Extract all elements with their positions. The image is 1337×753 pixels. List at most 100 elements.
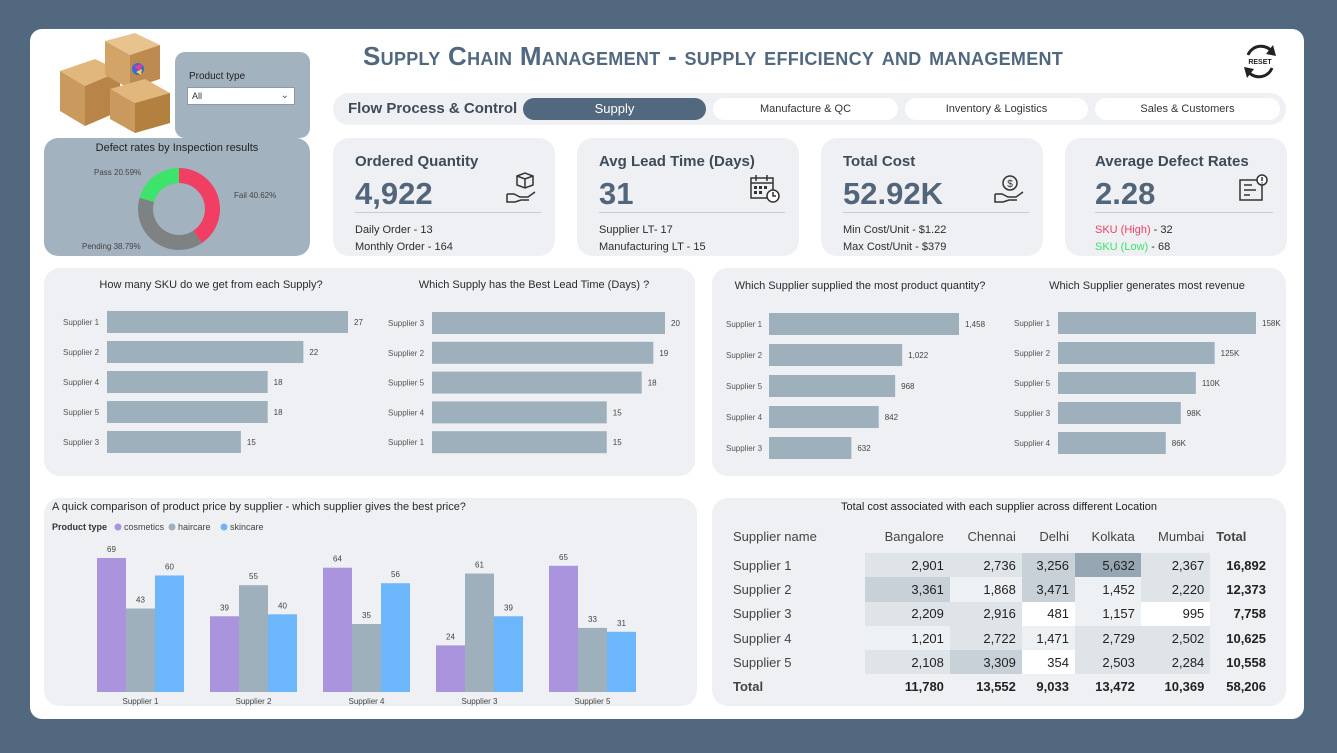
bar: [432, 401, 607, 424]
bar: [607, 631, 636, 692]
row-label: Supplier 3: [733, 606, 792, 622]
table-cell: 12,373: [1226, 581, 1266, 597]
chevron-down-icon: ⌄: [280, 90, 289, 101]
bar: [107, 401, 268, 423]
category-label: Supplier 5: [574, 697, 611, 706]
category-label: Supplier 2: [726, 351, 763, 360]
page-title: Supply Chain Management - supply efficie…: [363, 41, 1064, 71]
nav-label: Flow Process & Control: [348, 100, 518, 117]
data-label: 632: [857, 444, 871, 453]
table-cell: 2,503: [1074, 650, 1141, 675]
column-header: Supplier name: [733, 528, 817, 544]
table-row: Supplier 4 1,201 2,722 1,471 2,729 2,502 10,62…: [727, 625, 1272, 651]
data-label: 39: [220, 603, 229, 612]
kpi-title: Ordered Quantity: [355, 153, 479, 170]
data-label: 39: [504, 603, 513, 612]
data-label: 60: [165, 562, 174, 571]
bar: [769, 344, 903, 366]
data-label: 18: [648, 379, 657, 388]
bar: [126, 608, 155, 692]
kpi-value: 31: [599, 176, 634, 211]
chart-title: Which Supply has the Best Lead Time (Day…: [419, 279, 650, 291]
total-cell: 10,369: [1164, 679, 1205, 695]
total-cell: 13,552: [976, 679, 1016, 695]
charts-layer: How many SKU do we get from each Supply?…: [52, 279, 1281, 706]
bar: [578, 627, 607, 692]
bar: [432, 341, 654, 364]
table-cell: 3,309: [949, 650, 1022, 675]
legend-title: Product type: [52, 522, 107, 532]
data-label: 158K: [1262, 319, 1281, 328]
data-label: 20: [671, 319, 680, 328]
bar: [1058, 432, 1166, 454]
data-label: 27: [354, 318, 363, 327]
bar: [323, 567, 352, 692]
category-label: Supplier 5: [388, 379, 425, 388]
tab-inventory-logistics[interactable]: Inventory & Logistics: [905, 98, 1088, 120]
bar: [769, 375, 896, 397]
bar: [1058, 372, 1196, 394]
data-label: 69: [107, 545, 116, 554]
donut-slice-fail: [179, 168, 220, 244]
table-header-row: Supplier name Bangalore Chennai Delhi Kolkat…: [727, 519, 1272, 553]
category-label: Supplier 2: [1014, 349, 1051, 358]
table-cell: 3,471: [1021, 577, 1075, 602]
category-label: Supplier 3: [63, 438, 100, 447]
bar: [107, 311, 348, 333]
money-hand-icon: $: [994, 175, 1024, 203]
data-label: 24: [446, 632, 455, 641]
data-label: 842: [885, 413, 899, 422]
table-row: Supplier 5 2,108 3,309 354 2,503 2,284 10,558: [727, 650, 1272, 675]
bar: [1058, 402, 1181, 424]
data-label: 110K: [1202, 379, 1221, 388]
bar: [432, 431, 607, 454]
table-cell: 2,729: [1074, 625, 1141, 651]
chart-title: Which Supplier supplied the most product…: [735, 280, 986, 292]
tab-manufacture-qc[interactable]: Manufacture & QC: [713, 98, 898, 120]
column-header: Mumbai: [1158, 528, 1205, 544]
category-label: Supplier 3: [461, 697, 498, 706]
data-label: 125K: [1221, 349, 1240, 358]
row-label: Supplier 5: [733, 654, 792, 670]
category-label: Supplier 1: [726, 320, 763, 329]
bar: [769, 437, 852, 459]
defect-box-icon: [1239, 174, 1268, 201]
svg-text:$: $: [1007, 179, 1013, 190]
table-row: Supplier 1 2,901 2,736 3,256 5,632 2,367 16,89…: [727, 553, 1272, 578]
kpi-sub-high: SKU (High) - 32: [1095, 224, 1173, 236]
bar: [381, 583, 410, 692]
category-label: Supplier 4: [388, 408, 425, 417]
chart-title: How many SKU do we get from each Supply?: [99, 279, 322, 291]
kpi-sub: Max Cost/Unit - $379: [843, 241, 947, 253]
matrix-title: Total cost associated with each supplier…: [841, 501, 1157, 513]
row-label: Supplier 4: [733, 630, 792, 646]
data-label: 43: [136, 595, 145, 604]
tab-sales-customers[interactable]: Sales & Customers: [1095, 98, 1280, 120]
data-label: 968: [901, 382, 915, 391]
kpi-value: 52.92K: [843, 176, 943, 211]
table-cell: 2,502: [1140, 625, 1211, 651]
kpi-sub: Min Cost/Unit - $1.22: [843, 224, 947, 236]
table-cell: 2,901: [865, 553, 950, 578]
kpi-sub: Monthly Order - 164: [355, 241, 453, 253]
table-row: Supplier 2 3,361 1,868 3,471 1,452 2,220 12,37…: [727, 577, 1272, 602]
reset-button[interactable]: RESET: [1240, 41, 1280, 81]
bar: [210, 616, 239, 692]
data-label: 64: [333, 555, 342, 564]
kpi-average-defect-rates: Average Defect Rates 2.28 SKU (High) - 3…: [1065, 138, 1287, 256]
bar: [432, 312, 665, 334]
kpi-title: Total Cost: [843, 153, 916, 170]
product-type-dropdown[interactable]: All ⌄: [187, 87, 295, 105]
table-cell: 3,361: [865, 577, 950, 602]
filter-label: Product type: [189, 71, 246, 82]
data-label: 61: [475, 561, 484, 570]
dashboard-canvas: Product type All ⌄ Supply Chain Manageme…: [30, 29, 1304, 719]
table-cell: 1,201: [865, 625, 950, 651]
legend-label: haircare: [178, 522, 211, 532]
donut-slice-pending: [138, 197, 202, 250]
tab-supply[interactable]: Supply: [523, 98, 706, 120]
table-cell: 2,209: [865, 601, 950, 626]
data-label: 18: [274, 408, 283, 417]
data-label: 18: [274, 378, 283, 387]
table-cell: 2,367: [1140, 553, 1211, 578]
